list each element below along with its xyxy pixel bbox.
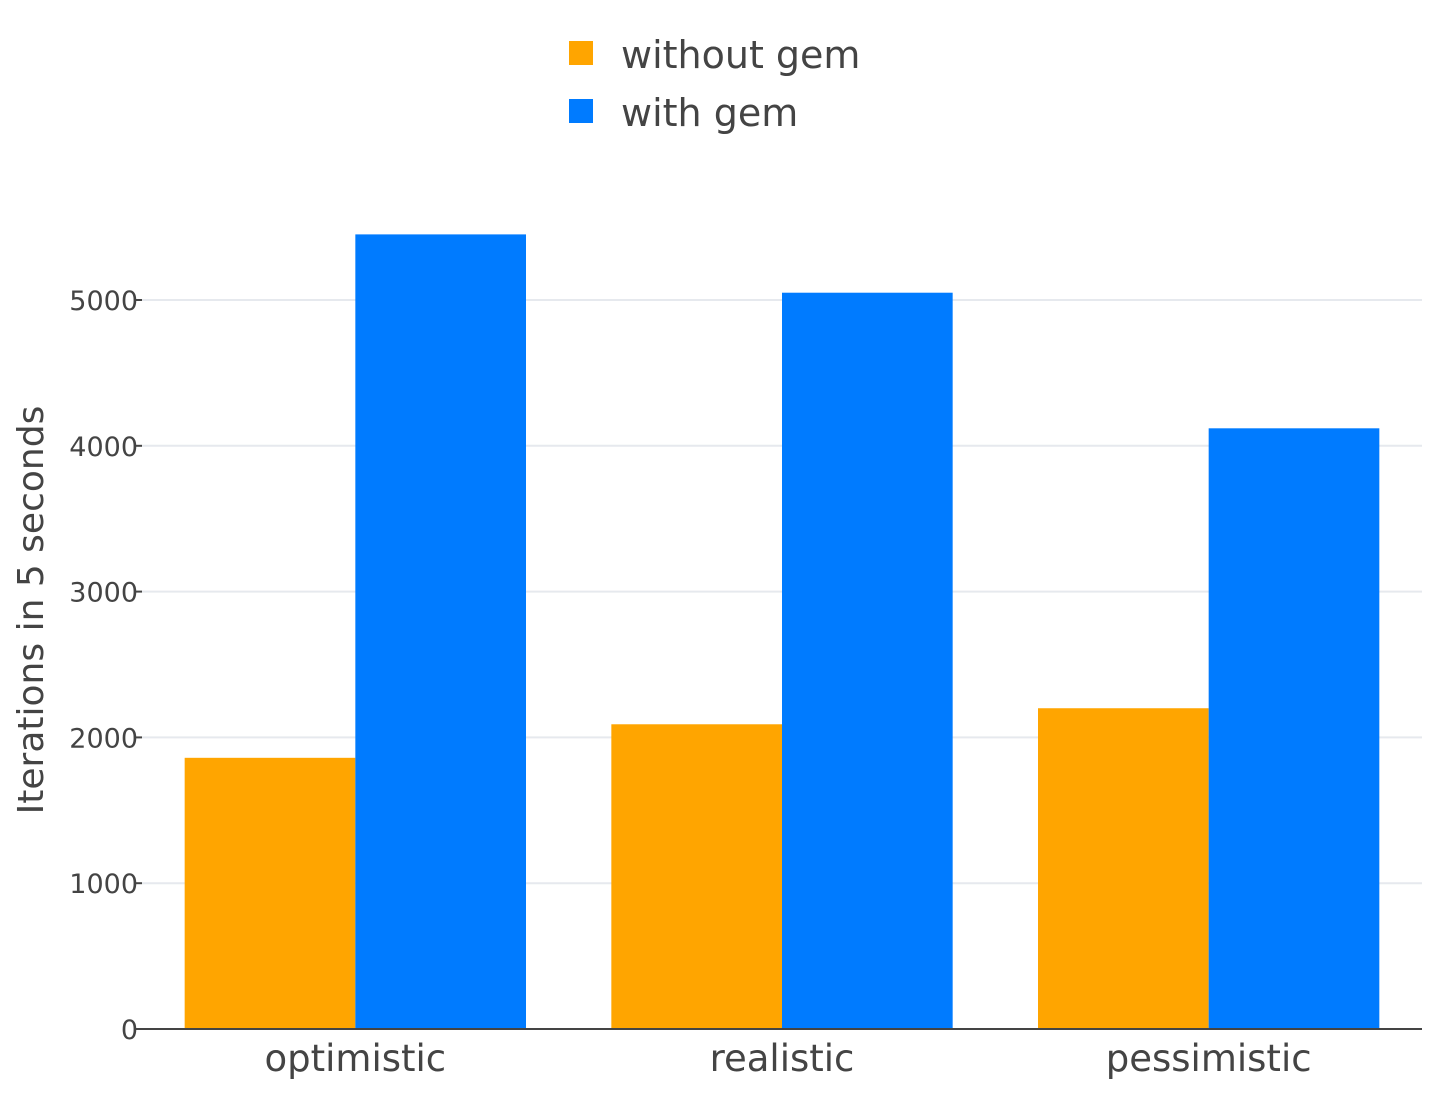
bar-with-gem-optimistic[interactable] (355, 234, 526, 1029)
x-tick-labels: optimistic realistic pessimistic (265, 1037, 1312, 1080)
bar-with-gem-realistic[interactable] (782, 292, 953, 1030)
x-tick-label: pessimistic (1106, 1037, 1312, 1080)
bar-without-gem-optimistic[interactable] (184, 757, 356, 1029)
bar-with-gem-pessimistic[interactable] (1208, 428, 1380, 1030)
y-axis-label: Iterations in 5 seconds (11, 406, 52, 815)
bar-without-gem-realistic[interactable] (611, 724, 782, 1029)
y-tick-label: 2000 (69, 723, 138, 754)
y-tick-label: 4000 (69, 432, 138, 463)
legend-swatch-with-gem[interactable] (569, 99, 593, 123)
bars (184, 234, 1380, 1030)
legend-label-with-gem[interactable]: with gem (621, 91, 798, 135)
bar-without-gem-pessimistic[interactable] (1038, 708, 1209, 1029)
y-tick-labels: 0 1000 2000 3000 4000 5000 (69, 286, 142, 1046)
x-tick-label: optimistic (265, 1037, 447, 1080)
x-tick-label: realistic (710, 1037, 855, 1080)
y-tick-label: 5000 (69, 286, 138, 317)
legend-label-without-gem[interactable]: without gem (621, 33, 860, 77)
legend-swatch-without-gem[interactable] (569, 41, 593, 65)
legend: without gem with gem (569, 33, 860, 135)
y-tick-label: 0 (121, 1015, 138, 1046)
y-tick-label: 3000 (69, 578, 138, 609)
y-tick-label: 1000 (69, 869, 138, 900)
